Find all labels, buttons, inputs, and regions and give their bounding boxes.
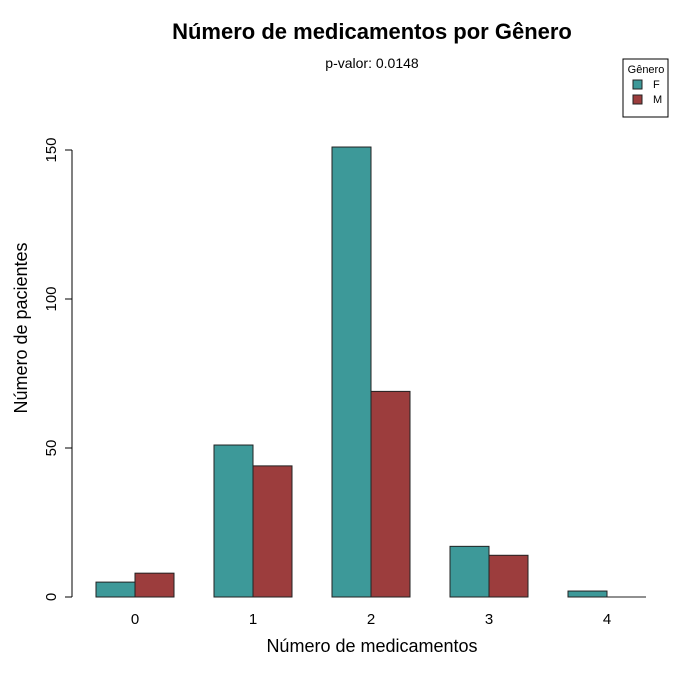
x-tick-label-3: 3 xyxy=(485,611,493,628)
legend-swatch-m xyxy=(632,94,643,105)
legend-label-m: M xyxy=(653,94,662,106)
bar-m-0 xyxy=(134,572,175,598)
bar-m-2 xyxy=(370,390,411,598)
legend-items: FM xyxy=(632,79,662,106)
x-axis-label: Número de medicamentos xyxy=(266,636,477,656)
legend-title: Gênero xyxy=(628,64,665,76)
x-tick-label-0: 0 xyxy=(131,611,139,628)
legend-swatch-f xyxy=(632,79,643,90)
bar-f-3 xyxy=(449,545,490,598)
bar-f-2 xyxy=(331,146,372,598)
bar-f-4 xyxy=(567,590,608,598)
bar-f-0 xyxy=(95,581,136,598)
y-tick-label-0: 0 xyxy=(43,593,60,601)
x-axis: 0 1 2 3 4 xyxy=(131,611,611,628)
x-tick-label-2: 2 xyxy=(367,611,375,628)
y-tick-label-150: 150 xyxy=(43,137,60,162)
legend-box xyxy=(622,58,669,118)
legend-label-f: F xyxy=(653,79,660,91)
x-tick-label-4: 4 xyxy=(603,611,611,628)
bars-group xyxy=(95,146,646,598)
y-axis-label: Número de pacientes xyxy=(11,242,31,413)
bar-m-3 xyxy=(488,554,529,598)
y-axis: 0 50 100 150 xyxy=(43,137,73,601)
bar-f-1 xyxy=(213,444,254,598)
bar-m-1 xyxy=(252,465,293,598)
chart-subtitle: p-valor: 0.0148 xyxy=(325,55,419,71)
legend: Gênero FM xyxy=(622,58,669,118)
x-tick-label-1: 1 xyxy=(249,611,257,628)
y-tick-label-100: 100 xyxy=(43,286,60,311)
chart-title: Número de medicamentos por Gênero xyxy=(172,19,572,44)
y-tick-label-50: 50 xyxy=(43,440,60,457)
